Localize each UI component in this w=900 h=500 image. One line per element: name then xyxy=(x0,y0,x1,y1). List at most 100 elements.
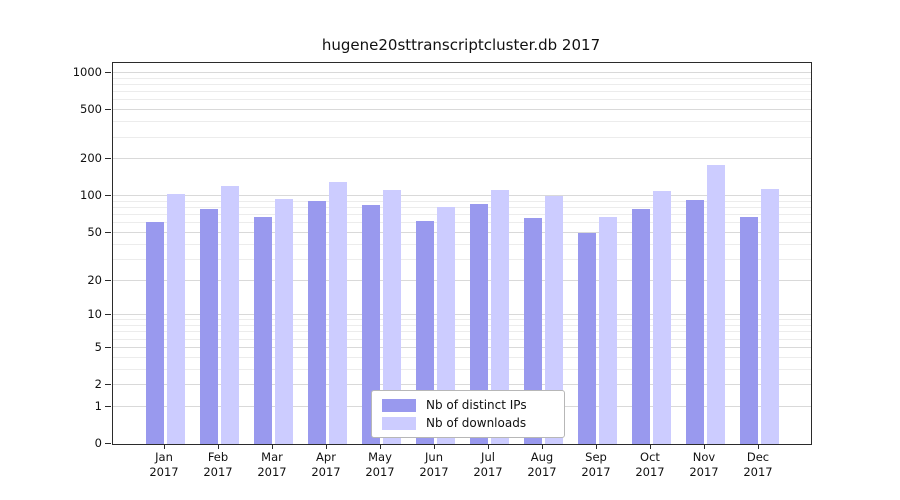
y-tick-mark-0 xyxy=(105,443,111,444)
legend: Nb of distinct IPs Nb of downloads xyxy=(371,390,565,438)
x-tick-year: 2017 xyxy=(527,465,557,479)
x-tick-label-aug: Aug 2017 xyxy=(510,450,574,480)
bar-distinct-ips-sep xyxy=(577,232,596,444)
gridline-minor-9 xyxy=(113,319,811,321)
x-tick-label-mar: Mar 2017 xyxy=(240,450,304,480)
y-tick-mark-50 xyxy=(105,231,111,233)
bar-distinct-ips-aug xyxy=(523,218,542,444)
y-tick-label-20: 20 xyxy=(87,272,102,287)
x-tick-month: Nov xyxy=(692,450,716,464)
gridline-major-100 xyxy=(113,195,811,197)
gridline-minor-30 xyxy=(113,258,811,260)
y-tick-label-500: 500 xyxy=(80,102,102,117)
x-tick-month: Jul xyxy=(481,450,495,464)
gridline-major-10 xyxy=(113,314,811,316)
x-tick-mark-apr xyxy=(326,444,327,449)
y-tick-mark-200 xyxy=(105,158,111,160)
x-tick-mark-oct xyxy=(650,444,651,449)
legend-item-downloads: Nb of downloads xyxy=(382,414,554,432)
bar-downloads-aug xyxy=(544,196,563,444)
y-tick-label-10: 10 xyxy=(87,307,102,322)
bar-downloads-mar xyxy=(274,198,293,444)
gridline-minor-300 xyxy=(113,136,811,138)
y-tick-mark-1 xyxy=(105,405,111,407)
gridline-minor-40 xyxy=(113,243,811,245)
bar-downloads-feb xyxy=(220,186,239,444)
x-tick-month: Dec xyxy=(746,450,770,464)
y-tick-mark-20 xyxy=(105,279,111,281)
x-tick-year: 2017 xyxy=(257,465,287,479)
x-tick-year: 2017 xyxy=(203,465,233,479)
x-tick-label-feb: Feb 2017 xyxy=(186,450,250,480)
gridline-major-20 xyxy=(113,279,811,281)
y-tick-mark-10 xyxy=(105,314,111,316)
bar-downloads-may xyxy=(382,190,401,444)
x-tick-label-jun: Jun 2017 xyxy=(402,450,466,480)
x-tick-year: 2017 xyxy=(419,465,449,479)
gridline-minor-80 xyxy=(113,207,811,209)
bar-downloads-jul xyxy=(490,190,509,444)
x-tick-month: Aug xyxy=(530,450,554,464)
x-tick-label-jan: Jan 2017 xyxy=(132,450,196,480)
bar-downloads-nov xyxy=(706,164,725,444)
gridline-minor-7 xyxy=(113,331,811,333)
gridline-minor-3 xyxy=(113,368,811,370)
x-tick-label-sep: Sep 2017 xyxy=(564,450,628,480)
x-tick-month: Feb xyxy=(207,450,229,464)
x-tick-mark-sep xyxy=(596,444,597,449)
y-tick-mark-5 xyxy=(105,346,111,348)
gridline-major-5 xyxy=(113,346,811,348)
y-tick-mark-100 xyxy=(105,195,111,197)
bar-distinct-ips-dec xyxy=(739,217,758,444)
x-tick-month: Jun xyxy=(425,450,443,464)
x-tick-year: 2017 xyxy=(743,465,773,479)
x-tick-mark-may xyxy=(380,444,381,449)
y-tick-label-1000: 1000 xyxy=(72,65,102,79)
x-tick-mark-jan xyxy=(164,444,165,449)
y-tick-label-100: 100 xyxy=(80,188,102,203)
y-tick-mark-1000 xyxy=(105,72,111,73)
x-tick-label-apr: Apr 2017 xyxy=(294,450,358,480)
gridline-minor-700 xyxy=(113,91,811,93)
gridline-major-2 xyxy=(113,384,811,386)
legend-label-downloads: Nb of downloads xyxy=(426,416,527,430)
bar-distinct-ips-apr xyxy=(307,200,326,444)
bar-distinct-ips-jul xyxy=(469,203,488,444)
gridline-major-200 xyxy=(113,158,811,160)
bar-distinct-ips-oct xyxy=(631,209,650,444)
x-tick-month: Oct xyxy=(640,450,660,464)
x-tick-year: 2017 xyxy=(311,465,341,479)
legend-swatch-downloads xyxy=(382,416,416,430)
x-tick-month: Mar xyxy=(261,450,283,464)
y-tick-label-5: 5 xyxy=(94,339,102,354)
gridline-minor-900 xyxy=(113,77,811,79)
x-tick-year: 2017 xyxy=(689,465,719,479)
x-tick-month: Jan xyxy=(155,450,173,464)
x-tick-year: 2017 xyxy=(473,465,503,479)
x-tick-month: Apr xyxy=(316,450,336,464)
x-tick-mark-nov xyxy=(704,444,705,449)
x-tick-mark-mar xyxy=(272,444,273,449)
bar-downloads-oct xyxy=(652,191,671,444)
bar-distinct-ips-may xyxy=(361,204,380,444)
y-tick-label-200: 200 xyxy=(80,151,102,166)
gridline-minor-8 xyxy=(113,325,811,327)
gridline-minor-600 xyxy=(113,99,811,101)
bar-distinct-ips-feb xyxy=(199,209,218,444)
x-tick-year: 2017 xyxy=(149,465,179,479)
gridline-major-500 xyxy=(113,109,811,111)
x-tick-mark-aug xyxy=(542,444,543,449)
y-tick-label-1: 1 xyxy=(94,398,102,413)
legend-item-distinct-ips: Nb of distinct IPs xyxy=(382,396,554,414)
chart-title: hugene20sttranscriptcluster.db 2017 xyxy=(321,36,601,54)
y-tick-mark-500 xyxy=(105,109,111,111)
bar-downloads-dec xyxy=(760,188,779,444)
x-tick-year: 2017 xyxy=(581,465,611,479)
x-tick-year: 2017 xyxy=(365,465,395,479)
y-tick-label-2: 2 xyxy=(94,377,102,391)
x-tick-label-dec: Dec 2017 xyxy=(726,450,790,480)
x-tick-year: 2017 xyxy=(635,465,665,479)
bar-distinct-ips-mar xyxy=(253,216,272,444)
gridline-major-1000 xyxy=(113,72,811,73)
x-tick-month: May xyxy=(368,450,392,464)
